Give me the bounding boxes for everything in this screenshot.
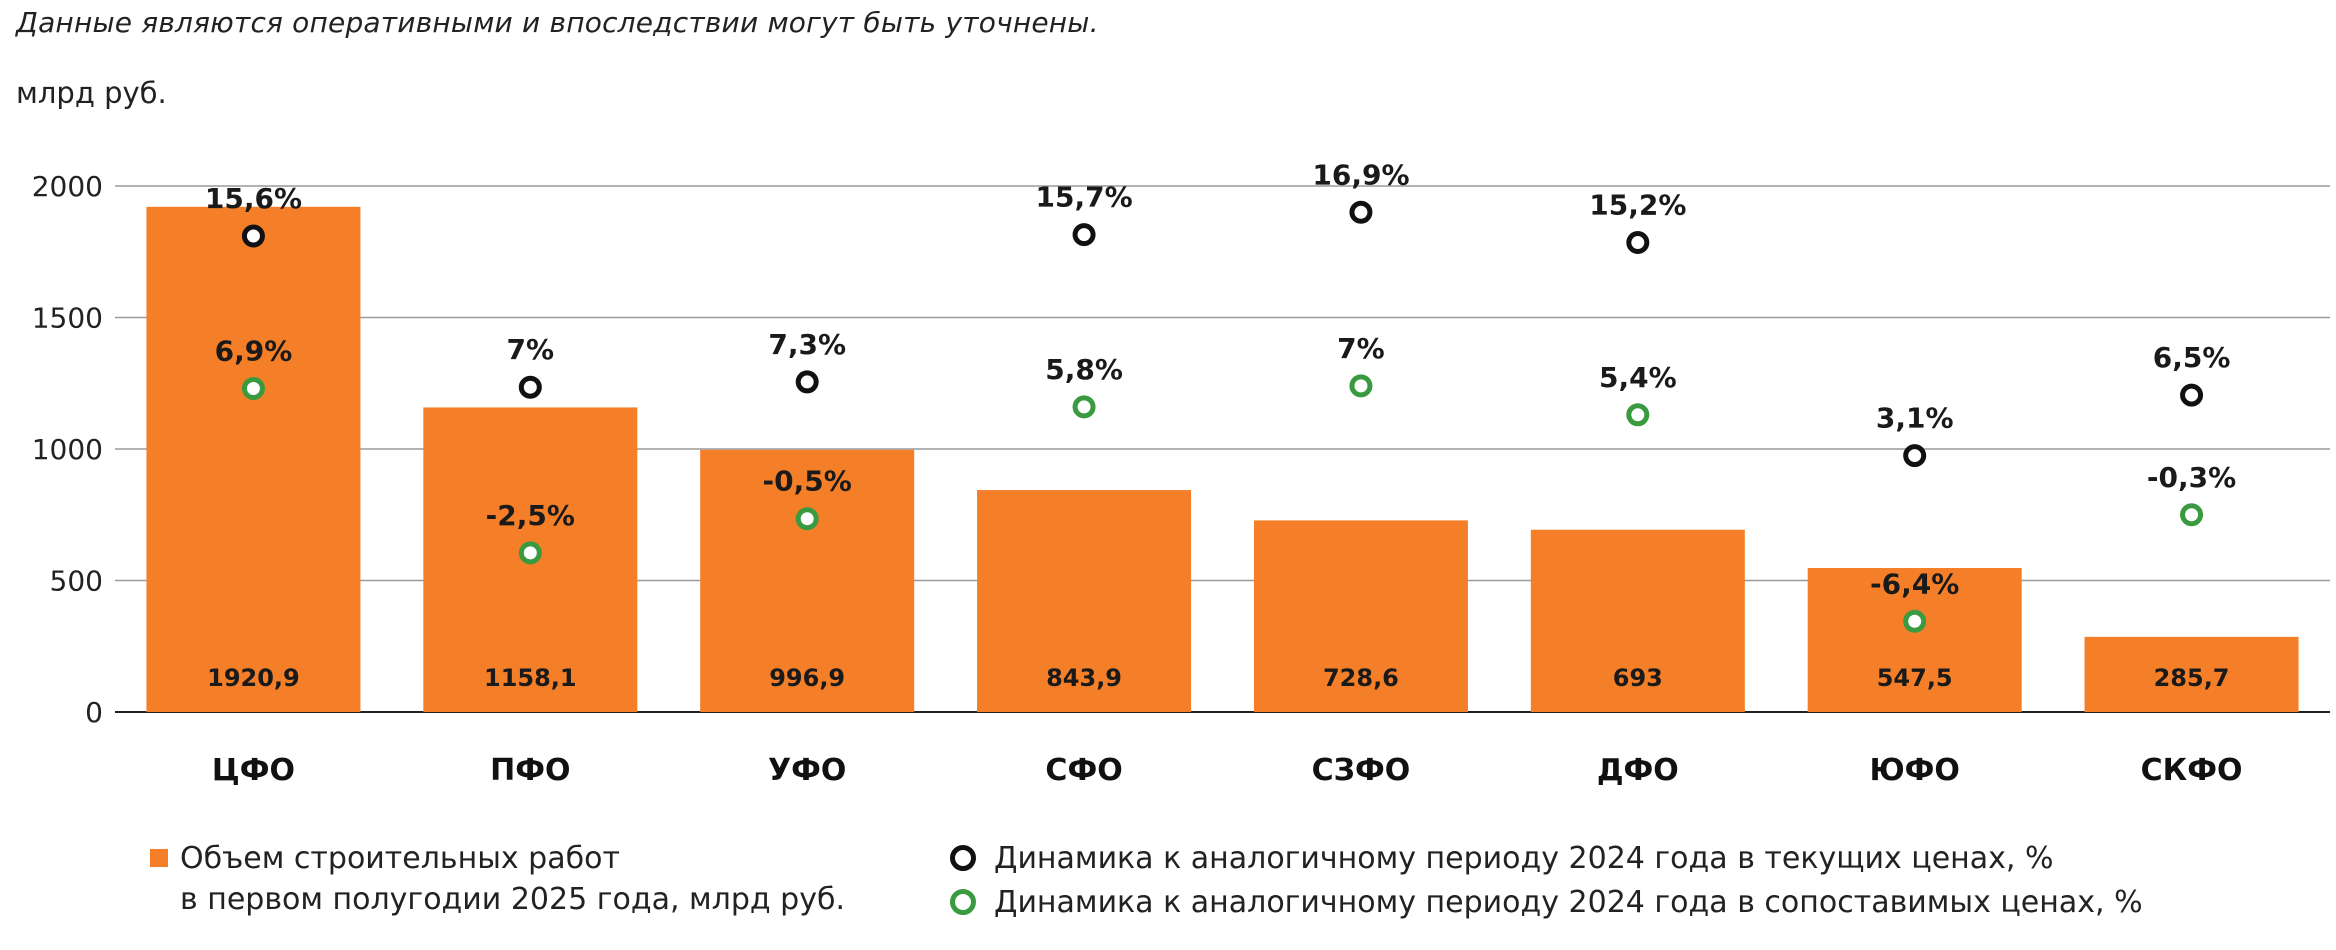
legend-markers: Динамика к аналогичному периоду 2024 год… — [950, 838, 2143, 924]
comparable-prices-marker — [1626, 403, 1650, 427]
category-label: СЗФО — [1312, 753, 1411, 788]
y-tick-label: 1000 — [32, 433, 103, 466]
comparable-prices-marker-label: 5,4% — [1599, 361, 1677, 394]
comparable-prices-marker — [241, 377, 265, 401]
current-prices-marker-label: 6,5% — [2153, 341, 2231, 374]
bar-chart: 0 500 1000 1500 2000 1920,9 ЦФО 1158,1 ПФО 996,9 У… — [32, 158, 2330, 788]
bar — [1530, 529, 1745, 712]
bar — [700, 449, 915, 712]
bar — [146, 206, 361, 713]
legend-bars: Объем строительных работ в первом полуго… — [150, 838, 845, 922]
comparable-prices-marker-label: 7% — [1337, 332, 1385, 365]
current-prices-marker — [241, 224, 265, 248]
bar — [1253, 520, 1468, 712]
y-tick-label: 1500 — [32, 302, 103, 335]
comparable-prices-marker — [2180, 503, 2204, 527]
current-prices-marker — [1349, 200, 1373, 224]
comparable-prices-marker-label: -2,5% — [486, 499, 575, 532]
category-label: ЦФО — [212, 753, 295, 788]
bar-value-label: 843,9 — [1046, 664, 1122, 692]
comparable-prices-marker-label: 6,9% — [215, 335, 293, 368]
bar-value-label: 1920,9 — [207, 664, 300, 692]
bar-value-label: 996,9 — [769, 664, 845, 692]
y-tick-label: 500 — [50, 565, 103, 598]
category-label: СФО — [1045, 753, 1122, 788]
legend-comparable-prices-marker — [950, 889, 976, 915]
bar-value-label: 1158,1 — [484, 664, 577, 692]
category-label: УФО — [768, 753, 846, 788]
comparable-prices-marker — [1349, 374, 1373, 398]
category-label: ДФО — [1597, 753, 1679, 788]
legend-current-prices-label: Динамика к аналогичному периоду 2024 год… — [994, 840, 2054, 876]
current-prices-marker — [518, 375, 542, 399]
legend-bar-swatch — [150, 849, 168, 867]
current-prices-marker-label: 7% — [507, 333, 555, 366]
comparable-prices-marker-label: 5,8% — [1045, 353, 1123, 386]
y-tick-label: 2000 — [32, 170, 103, 203]
current-prices-marker-label: 15,2% — [1589, 189, 1686, 222]
bar — [2084, 636, 2299, 712]
category-label: ЮФО — [1869, 753, 1959, 788]
comparable-prices-marker-label: -6,4% — [1870, 567, 1959, 600]
bar — [977, 490, 1192, 712]
comparable-prices-marker-label: -0,5% — [763, 465, 852, 498]
legend-comparable-prices-label: Динамика к аналогичному периоду 2024 год… — [994, 884, 2143, 920]
current-prices-marker-label: 15,7% — [1035, 181, 1132, 214]
category-label: ПФО — [490, 753, 570, 788]
current-prices-marker — [1626, 231, 1650, 255]
bar-value-label: 728,6 — [1323, 664, 1399, 692]
bar — [1807, 568, 2022, 712]
comparable-prices-marker — [1072, 395, 1096, 419]
current-prices-marker — [1903, 444, 1927, 468]
legend-bars-label-line2: в первом полугодии 2025 года, млрд руб. — [180, 882, 845, 917]
current-prices-marker — [795, 370, 819, 394]
y-axis-unit-label: млрд руб. — [16, 76, 167, 110]
current-prices-marker-label: 15,6% — [205, 182, 302, 215]
current-prices-marker — [2180, 383, 2204, 407]
current-prices-marker-label: 7,3% — [768, 328, 846, 361]
bar-value-label: 285,7 — [2154, 664, 2230, 692]
comparable-prices-marker — [1903, 609, 1927, 633]
current-prices-marker-label: 3,1% — [1876, 402, 1954, 435]
legend-bars-label-line1: Объем строительных работ — [180, 840, 620, 876]
bar-value-label: 693 — [1613, 664, 1663, 692]
comparable-prices-marker-label: -0,3% — [2147, 461, 2236, 494]
y-tick-label: 0 — [85, 696, 103, 729]
current-prices-marker-label: 16,9% — [1312, 158, 1409, 191]
current-prices-marker — [1072, 223, 1096, 247]
legend-current-prices-marker — [950, 845, 976, 871]
category-label: СКФО — [2141, 753, 2243, 788]
comparable-prices-marker — [518, 541, 542, 565]
comparable-prices-marker — [795, 507, 819, 531]
bar-value-label: 547,5 — [1877, 664, 1953, 692]
data-disclaimer-note: Данные являются оперативными и впоследст… — [16, 6, 1099, 39]
